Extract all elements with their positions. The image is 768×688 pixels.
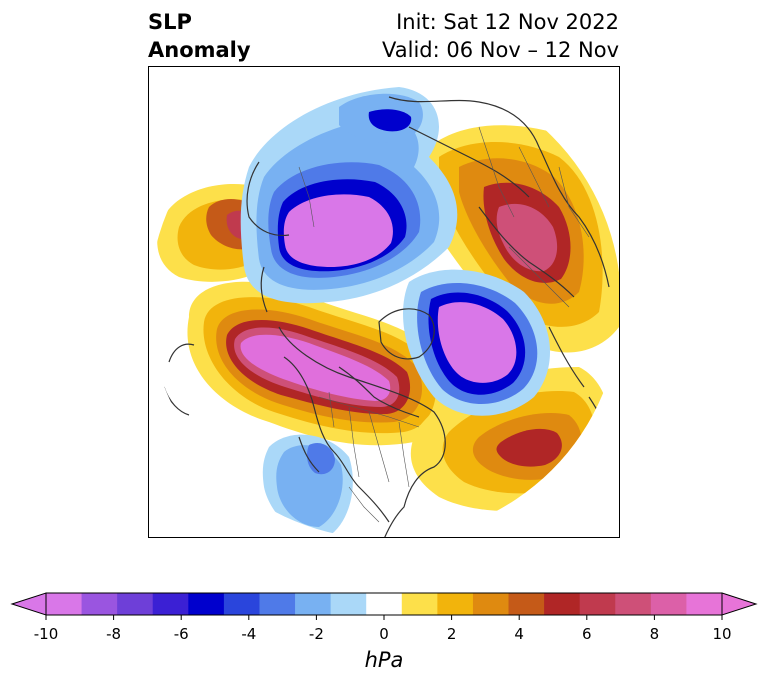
map-title: SLP Anomaly <box>148 8 251 64</box>
colorbar-tick-label: -10 <box>34 625 59 643</box>
colorbar-tick-label: 2 <box>447 625 457 643</box>
negative-anomaly-core <box>368 109 412 132</box>
colorbar-segment <box>508 593 545 615</box>
colorbar-tick-label: -6 <box>174 625 189 643</box>
colorbar-segment <box>81 593 118 615</box>
colorbar-segment <box>437 593 474 615</box>
valid-range: Valid: 06 Nov – 12 Nov <box>382 38 619 62</box>
colorbar-segment <box>223 593 260 615</box>
positive-anomaly-core <box>496 203 558 272</box>
colorbar-segment <box>650 593 687 615</box>
colorbar-segment <box>544 593 581 615</box>
colorbar: -10 -8 -6 -4 -2 0 2 4 6 8 10 hPa <box>0 580 768 684</box>
colorbar-tick-label: 6 <box>582 625 592 643</box>
positive-anomaly-core <box>496 428 562 467</box>
colorbar-tick-label: -4 <box>241 625 256 643</box>
colorbar-tick-label: -8 <box>106 625 121 643</box>
colorbar-tick-label: -2 <box>309 625 324 643</box>
colorbar-segment <box>579 593 616 615</box>
colorbar-segment <box>188 593 225 615</box>
colorbar-canvas: -10 -8 -6 -4 -2 0 2 4 6 8 10 hPa <box>10 592 758 672</box>
anomaly-map <box>148 66 620 538</box>
colorbar-tick-label: 0 <box>379 625 389 643</box>
colorbar-segment <box>615 593 652 615</box>
anomaly-field <box>157 87 619 537</box>
map-canvas <box>157 87 619 537</box>
country-borders <box>298 126 590 523</box>
colorbar-segment <box>295 593 332 615</box>
negative-anomaly-core <box>283 194 393 267</box>
positive-anomaly-core <box>240 334 391 401</box>
colorbar-segment <box>330 593 367 615</box>
title-variable-sub: Anomaly <box>148 38 251 62</box>
colorbar-unit-label: hPa <box>365 648 404 672</box>
colorbar-segment <box>686 593 723 615</box>
negative-anomaly-core <box>437 302 517 383</box>
colorbar-segment <box>472 593 510 615</box>
init-date: Init: Sat 12 Nov 2022 <box>396 10 619 34</box>
colorbar-extend-high <box>721 592 758 616</box>
colorbar-tick-label: 4 <box>514 625 524 643</box>
colorbar-segment <box>366 593 403 615</box>
colorbar-tick-label: 10 <box>712 625 731 643</box>
colorbar-segment <box>117 593 154 615</box>
title-variable: SLP <box>148 10 192 34</box>
coastlines <box>163 96 612 537</box>
map-subtitle: Init: Sat 12 Nov 2022 Valid: 06 Nov – 12… <box>382 8 619 64</box>
colorbar-extend-low <box>10 592 47 616</box>
colorbar-segment <box>401 593 438 615</box>
colorbar-segment <box>46 593 83 615</box>
colorbar-tick-label: 8 <box>650 625 660 643</box>
colorbar-segment <box>259 593 296 615</box>
colorbar-segment <box>152 593 189 615</box>
